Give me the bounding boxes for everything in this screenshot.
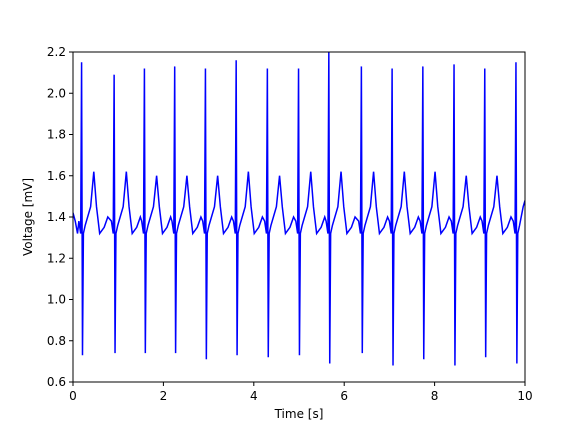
y-tick-label: 0.6 xyxy=(47,375,66,389)
x-tick-label: 10 xyxy=(517,389,532,403)
y-axis-label: Voltage [mV] xyxy=(21,178,35,256)
x-tick-label: 4 xyxy=(250,389,258,403)
y-tick-label: 2.0 xyxy=(47,86,66,100)
y-tick-label: 1.4 xyxy=(47,210,66,224)
x-tick-label: 6 xyxy=(340,389,348,403)
x-tick-label: 2 xyxy=(160,389,168,403)
y-tick-label: 1.0 xyxy=(47,293,66,307)
y-tick-label: 1.6 xyxy=(47,169,66,183)
y-tick-label: 2.2 xyxy=(47,45,66,59)
x-tick-label: 8 xyxy=(431,389,439,403)
plot-frame xyxy=(72,51,526,383)
x-axis-label: Time [s] xyxy=(274,407,324,421)
y-tick-label: 1.2 xyxy=(47,251,66,265)
y-tick-label: 0.8 xyxy=(47,334,66,348)
y-tick-label: 1.8 xyxy=(47,128,66,142)
data-line xyxy=(73,52,525,366)
x-tick-label: 0 xyxy=(69,389,77,403)
